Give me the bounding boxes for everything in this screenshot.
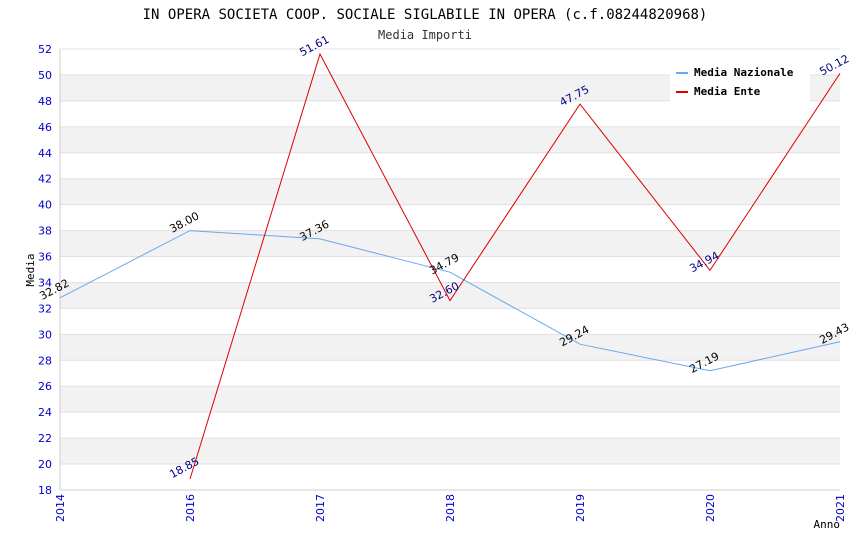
chart-title: IN OPERA SOCIETA COOP. SOCIALE SIGLABILE… xyxy=(143,7,708,23)
grid-band xyxy=(60,334,840,361)
y-axis-label: Media xyxy=(24,253,37,286)
x-tick-label: 2014 xyxy=(54,494,67,522)
grid-band xyxy=(60,230,840,257)
y-tick-label: 24 xyxy=(38,406,52,419)
series-line-nazionale xyxy=(59,230,841,372)
y-axis-ticks: 18 20 22 24 26 28 30 32 34 36 38 40 42 44 46 48 50 52 xyxy=(38,43,52,497)
legend-label-nazionale: Media Nazionale xyxy=(694,66,794,79)
data-label-ente: 51.61 xyxy=(297,33,331,59)
grid-bands xyxy=(60,48,840,491)
y-tick-label: 44 xyxy=(38,147,52,160)
series-group xyxy=(59,52,841,480)
y-tick-label: 30 xyxy=(38,328,52,341)
y-tick-label: 36 xyxy=(38,251,52,264)
x-tick-label: 2018 xyxy=(444,494,457,522)
y-tick-label: 40 xyxy=(38,199,52,212)
y-tick-label: 32 xyxy=(38,302,52,315)
y-tick-label: 50 xyxy=(38,69,52,82)
y-tick-label: 48 xyxy=(38,95,52,108)
y-tick-label: 46 xyxy=(38,121,52,134)
legend-label-ente: Media Ente xyxy=(694,85,761,98)
y-tick-label: 42 xyxy=(38,173,52,186)
legend: Media Nazionale Media Ente xyxy=(670,60,810,102)
x-tick-label: 2017 xyxy=(314,494,327,522)
y-tick-label: 18 xyxy=(38,484,52,497)
grid-band xyxy=(60,178,840,205)
legend-box xyxy=(670,60,810,102)
grid-band xyxy=(60,386,840,413)
x-tick-label: 2016 xyxy=(184,494,197,522)
y-tick-label: 22 xyxy=(38,432,52,445)
x-tick-label: 2019 xyxy=(574,494,587,522)
x-tick-label: 2021 xyxy=(834,494,847,522)
y-tick-label: 20 xyxy=(38,458,52,471)
grid-band xyxy=(60,126,840,153)
y-tick-label: 26 xyxy=(38,380,52,393)
grid-band xyxy=(60,282,840,309)
series-line-ente xyxy=(189,52,841,480)
y-tick-label: 52 xyxy=(38,43,52,56)
x-axis-label: Anno xyxy=(814,518,841,531)
chart-subtitle: Media Importi xyxy=(378,28,472,42)
y-tick-label: 34 xyxy=(38,276,52,289)
y-tick-label: 28 xyxy=(38,354,52,367)
grid-band xyxy=(60,438,840,465)
y-tick-label: 38 xyxy=(38,225,52,238)
x-axis-ticks: 2014 2016 2017 2018 2019 2020 2021 xyxy=(54,494,847,522)
x-tick-label: 2020 xyxy=(704,494,717,522)
